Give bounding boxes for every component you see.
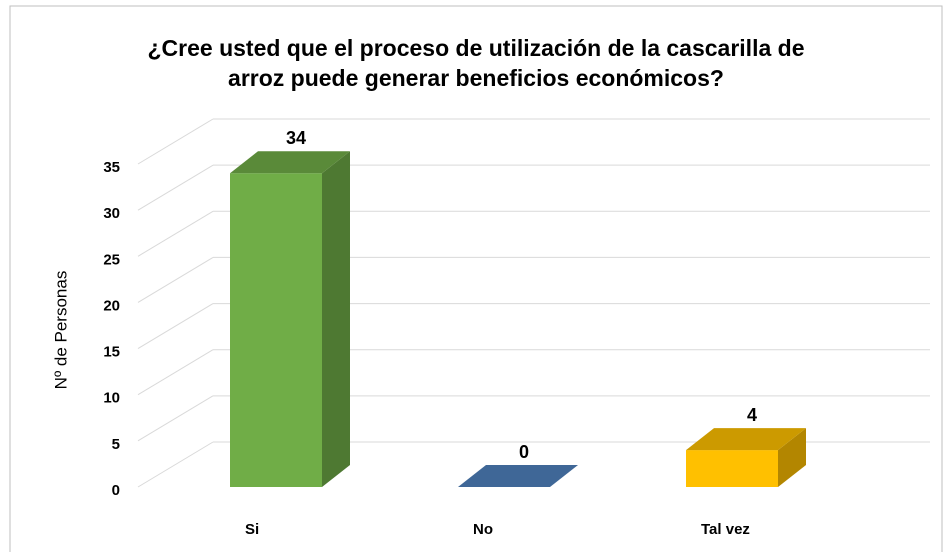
grid-line — [137, 441, 214, 488]
grid-line — [137, 395, 214, 442]
bar — [686, 450, 778, 487]
bar — [230, 173, 322, 487]
data-label: 4 — [747, 405, 757, 425]
y-tick-label: 15 — [103, 344, 120, 361]
chart-title: arroz puede generar beneficios económico… — [228, 65, 724, 91]
y-axis-label: Nº de Personas — [51, 271, 70, 390]
grid-line — [137, 303, 214, 350]
y-tick-label: 10 — [103, 390, 120, 407]
bar-side — [322, 151, 350, 487]
x-tick-label: No — [473, 521, 493, 538]
grid-line — [137, 349, 214, 396]
grid-line — [137, 118, 214, 165]
bar-side — [778, 428, 806, 487]
data-label: 34 — [286, 128, 306, 148]
grid-line — [137, 256, 214, 303]
chart-title: ¿Cree usted que el proceso de utilizació… — [147, 35, 804, 61]
bar-top — [458, 465, 578, 487]
grid-line — [137, 210, 214, 257]
y-tick-label: 0 — [112, 482, 120, 499]
bar-top — [686, 428, 806, 451]
y-tick-label: 20 — [103, 297, 120, 314]
data-label: 0 — [519, 442, 529, 462]
bar-top — [230, 151, 350, 174]
y-tick-label: 35 — [103, 159, 120, 176]
grid-line — [137, 164, 214, 211]
y-tick-label: 25 — [103, 251, 120, 268]
y-tick-label: 30 — [103, 205, 120, 222]
x-tick-label: Tal vez — [701, 521, 750, 538]
x-tick-label: Si — [245, 521, 259, 538]
y-tick-label: 5 — [112, 436, 120, 453]
